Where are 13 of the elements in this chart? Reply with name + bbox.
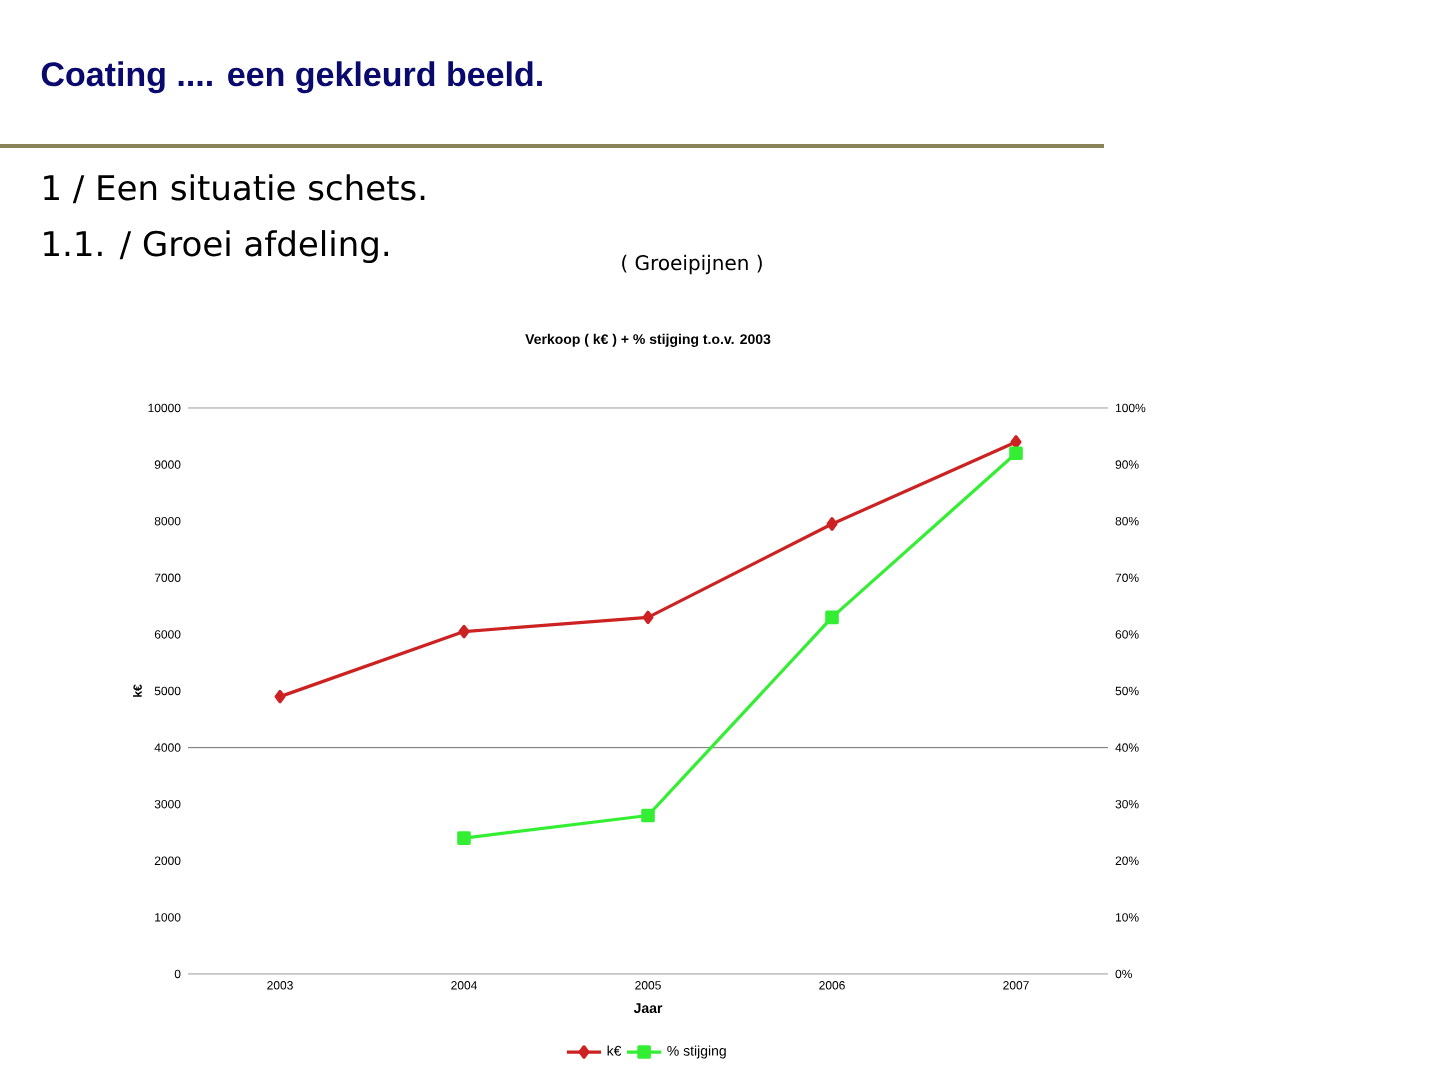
text: ( Groeipijnen ) — [622, 254, 762, 275]
point — [826, 517, 838, 531]
point — [458, 624, 470, 639]
point — [825, 610, 839, 625]
point — [1010, 435, 1022, 449]
text: Coating .... een gekleurd beeld. — [41, 61, 542, 94]
point — [642, 610, 654, 625]
point — [274, 689, 286, 704]
point — [641, 808, 655, 823]
text: 1.1. / Groei afdeling. — [44, 230, 388, 264]
text: 1 / Een situatie schets. — [44, 174, 425, 204]
point — [457, 831, 471, 845]
point — [1009, 446, 1023, 461]
